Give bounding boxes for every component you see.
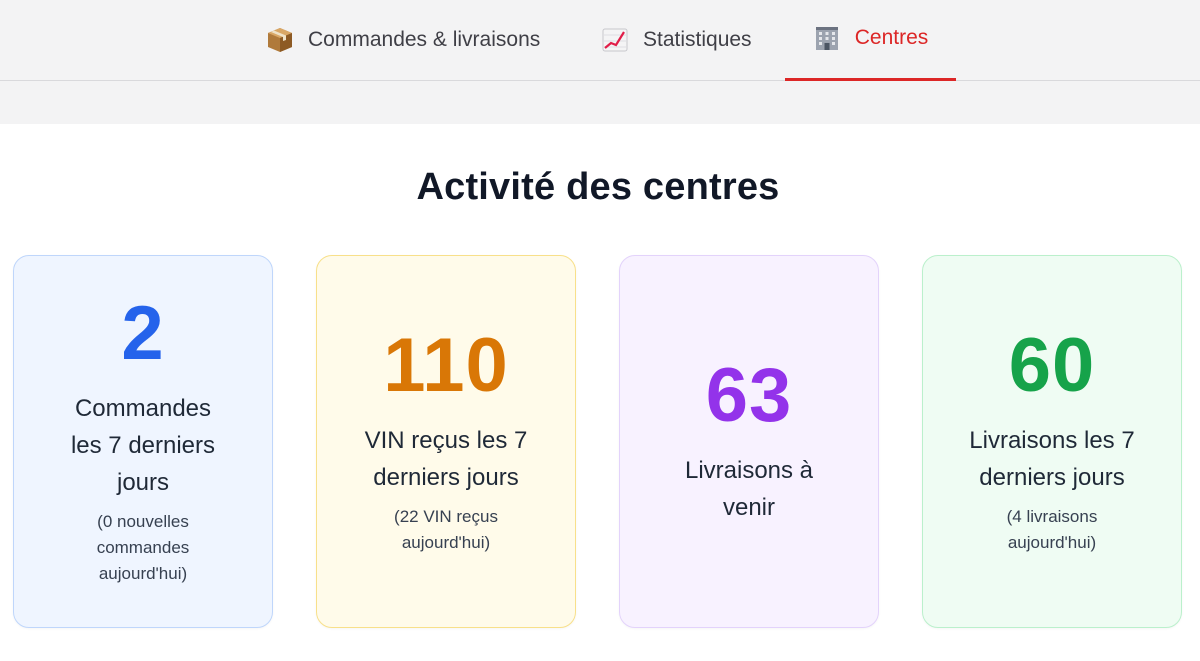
page-title: Activité des centres	[416, 166, 780, 208]
tab-statistics[interactable]: Statistiques	[601, 0, 752, 81]
stat-card-deliveries: 60 Livraisons les 7 derniers jours (4 li…	[922, 255, 1182, 628]
stat-subtext: (22 VIN reçus aujourd'hui)	[394, 506, 498, 552]
chart-icon	[601, 26, 629, 54]
stat-subtext: (0 nouvelles commandes aujourd'hui)	[96, 512, 190, 583]
stat-label: Commandes les 7 derniers jours	[70, 395, 216, 496]
sub-header-bar	[0, 81, 1200, 124]
stat-label: Livraisons les 7 derniers jours	[969, 426, 1135, 491]
tab-orders-deliveries[interactable]: Commandes & livraisons	[266, 0, 540, 81]
stat-label: Livraisons à venir	[684, 456, 814, 521]
tab-bar: Commandes & livraisons Statistiques	[0, 0, 1200, 82]
tab-centres[interactable]: Centres	[785, 0, 956, 82]
stat-value: 60	[1008, 322, 1096, 408]
tab-centres-label: Centres	[854, 25, 929, 49]
stat-value: 2	[121, 291, 165, 376]
tab-orders-deliveries-label: Commandes & livraisons	[308, 27, 541, 51]
tab-statistics-label: Statistiques	[643, 27, 752, 51]
package-icon	[266, 26, 294, 54]
stat-card-vin-received: 110 VIN reçus les 7 derniers jours (22 V…	[316, 255, 576, 628]
stat-card-orders: 2 Commandes les 7 derniers jours (0 nouv…	[13, 255, 273, 628]
stat-value: 63	[705, 352, 793, 438]
stat-label: VIN reçus les 7 derniers jours	[364, 426, 528, 491]
active-tab-indicator	[785, 78, 956, 82]
top-navigation: Commandes & livraisons Statistiques	[0, 0, 1200, 82]
stat-value: 110	[383, 322, 509, 408]
stat-card-upcoming-deliveries: 63 Livraisons à venir	[619, 255, 879, 628]
office-building-icon	[813, 24, 841, 52]
stat-subtext: (4 livraisons aujourd'hui)	[1006, 506, 1098, 552]
